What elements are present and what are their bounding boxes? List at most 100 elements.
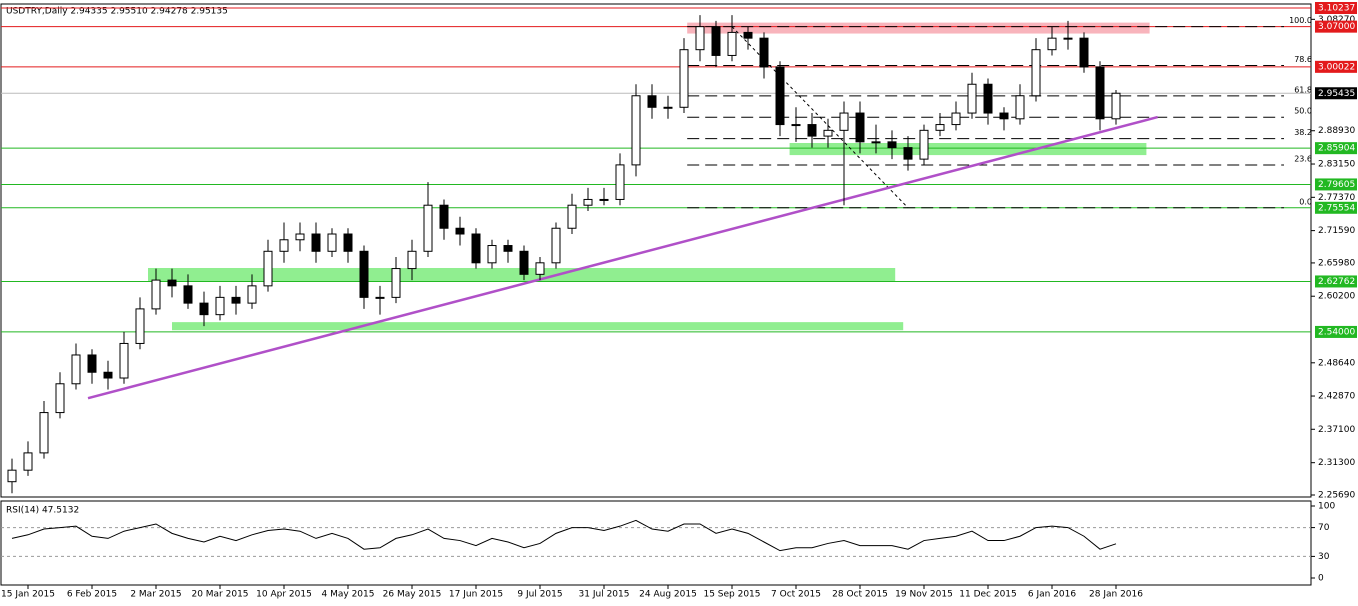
candle-body bbox=[375, 296, 385, 299]
candle-body bbox=[583, 198, 593, 206]
candle-body bbox=[519, 250, 529, 275]
candle-body bbox=[311, 233, 321, 252]
candle-body bbox=[727, 31, 737, 56]
y-tick-label: 3.08270 bbox=[1318, 15, 1355, 25]
y-tick-label: 2.60200 bbox=[1318, 292, 1355, 302]
candle-body bbox=[711, 26, 721, 56]
level-box bbox=[1315, 2, 1357, 14]
candle-body bbox=[791, 124, 801, 127]
candle-body bbox=[983, 83, 993, 114]
candle-body bbox=[39, 412, 49, 454]
chart-title: USDTRY,Daily 2.94335 2.95510 2.94278 2.9… bbox=[6, 7, 228, 17]
candle-body bbox=[23, 452, 33, 471]
candle-body bbox=[599, 198, 609, 201]
candle-body bbox=[151, 279, 161, 310]
candle-body bbox=[167, 279, 177, 287]
candle-body bbox=[919, 129, 929, 160]
level-label: 2.85904 bbox=[1318, 144, 1355, 154]
zone bbox=[172, 322, 904, 331]
x-tick-label: 31 Jul 2015 bbox=[579, 590, 630, 600]
candle-body bbox=[215, 296, 225, 316]
candle-body bbox=[903, 147, 913, 160]
candle-body bbox=[103, 371, 113, 379]
candle-body bbox=[999, 112, 1009, 120]
candle-body bbox=[1015, 95, 1025, 120]
rsi-tick-label: 100 bbox=[1318, 502, 1335, 512]
price-panel bbox=[0, 3, 1312, 498]
level-box bbox=[1315, 142, 1357, 155]
rsi-tick-label: 70 bbox=[1318, 523, 1330, 533]
candle-body bbox=[1079, 37, 1089, 68]
candle-body bbox=[359, 250, 369, 298]
candle-body bbox=[487, 245, 497, 264]
level-box bbox=[1315, 275, 1357, 288]
candle-body bbox=[231, 296, 241, 304]
candle-body bbox=[295, 233, 305, 241]
x-tick-label: 7 Oct 2015 bbox=[771, 590, 821, 600]
y-tick-label: 2.42870 bbox=[1318, 392, 1355, 402]
level-box bbox=[1315, 87, 1357, 100]
y-tick-label: 2.88930 bbox=[1318, 126, 1355, 136]
candle-body bbox=[615, 164, 625, 200]
candle-body bbox=[471, 233, 481, 264]
candle-body bbox=[1031, 49, 1041, 97]
candle-body bbox=[1063, 37, 1073, 40]
candle-body bbox=[1047, 37, 1057, 51]
level-label: 2.95435 bbox=[1318, 89, 1355, 99]
level-box bbox=[1315, 325, 1357, 338]
x-tick-label: 17 Jun 2015 bbox=[449, 590, 503, 600]
level-label: 2.79605 bbox=[1318, 180, 1355, 190]
candle-body bbox=[663, 106, 673, 109]
x-tick-label: 20 Mar 2015 bbox=[191, 590, 248, 600]
candle-body bbox=[87, 354, 97, 373]
y-tick-label: 2.25690 bbox=[1318, 491, 1355, 501]
candle-body bbox=[647, 95, 657, 108]
x-tick-label: 15 Jan 2015 bbox=[1, 590, 55, 600]
candle-body bbox=[1095, 66, 1105, 120]
level-label: 2.62762 bbox=[1318, 277, 1355, 287]
level-box bbox=[1315, 60, 1357, 73]
x-tick-label: 15 Sep 2015 bbox=[703, 590, 760, 600]
x-tick-label: 28 Oct 2015 bbox=[832, 590, 888, 600]
candle-body bbox=[631, 95, 641, 166]
level-label: 3.07000 bbox=[1318, 22, 1355, 32]
candle-body bbox=[423, 204, 433, 252]
fib-label: 50.0 bbox=[1294, 107, 1312, 116]
candle-body bbox=[679, 49, 689, 108]
candle-body bbox=[119, 342, 129, 379]
fib-label: 100.0 bbox=[1289, 16, 1312, 25]
x-tick-label: 6 Jan 2016 bbox=[1028, 590, 1076, 600]
zone bbox=[687, 22, 1150, 34]
candle-body bbox=[743, 31, 753, 39]
fib-label: 0.0 bbox=[1299, 197, 1312, 206]
candle-body bbox=[407, 250, 417, 270]
candle-body bbox=[391, 268, 401, 298]
rsi-line bbox=[11, 519, 1117, 552]
candle-body bbox=[807, 124, 817, 137]
trendline bbox=[87, 115, 1158, 400]
rsi-tick-label: 0 bbox=[1318, 574, 1324, 584]
x-tick-label: 26 May 2015 bbox=[383, 590, 442, 600]
x-tick-label: 6 Feb 2015 bbox=[67, 590, 117, 600]
candle-body bbox=[55, 383, 65, 414]
rsi-tick-label: 30 bbox=[1318, 552, 1330, 562]
candle-body bbox=[327, 233, 337, 252]
fib-label: 78.6 bbox=[1294, 55, 1312, 64]
candle-body bbox=[695, 26, 705, 51]
candle-body bbox=[775, 66, 785, 126]
candle-body bbox=[183, 285, 193, 304]
y-tick-label: 2.31300 bbox=[1318, 458, 1355, 468]
candle-body bbox=[551, 227, 561, 264]
candle-body bbox=[871, 141, 881, 144]
rsi-panel bbox=[0, 500, 1312, 586]
candle-body bbox=[455, 227, 465, 235]
candle-body bbox=[135, 308, 145, 344]
candle-body bbox=[343, 233, 353, 252]
y-tick-label: 2.83150 bbox=[1318, 160, 1355, 170]
candle-body bbox=[71, 354, 81, 385]
candle-body bbox=[839, 112, 849, 131]
candle-body bbox=[935, 124, 945, 131]
candle-body bbox=[535, 262, 545, 275]
candle-body bbox=[247, 285, 257, 304]
